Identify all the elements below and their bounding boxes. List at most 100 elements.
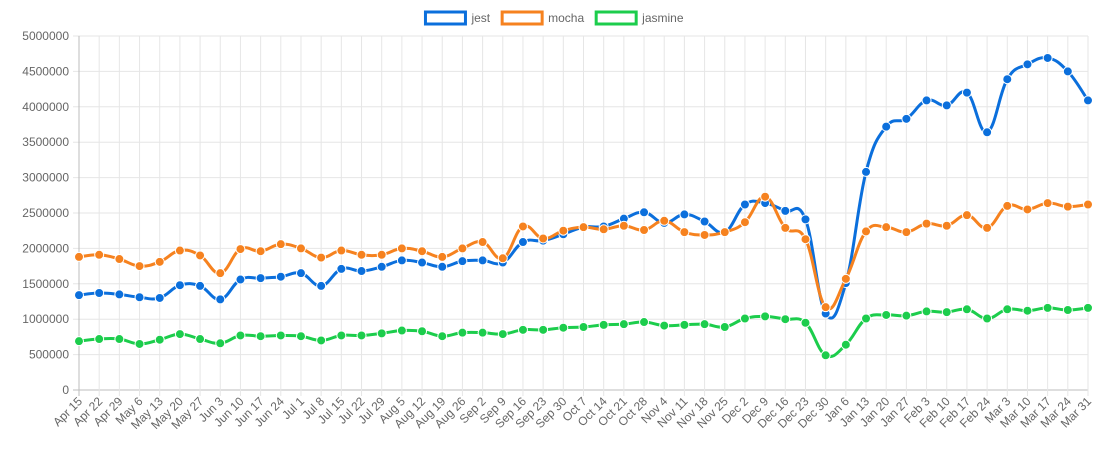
data-point-mocha[interactable] bbox=[901, 227, 912, 238]
data-point-mocha[interactable] bbox=[618, 220, 629, 231]
data-point-jasmine[interactable] bbox=[780, 314, 791, 325]
data-point-mocha[interactable] bbox=[154, 256, 165, 267]
data-point-jasmine[interactable] bbox=[881, 309, 892, 320]
data-point-jest[interactable] bbox=[800, 214, 811, 225]
data-point-mocha[interactable] bbox=[457, 243, 468, 254]
data-point-jasmine[interactable] bbox=[1083, 302, 1093, 313]
data-point-jest[interactable] bbox=[517, 237, 528, 248]
data-point-jasmine[interactable] bbox=[356, 330, 367, 341]
data-point-mocha[interactable] bbox=[356, 249, 367, 260]
data-point-jasmine[interactable] bbox=[154, 334, 165, 345]
data-point-mocha[interactable] bbox=[235, 244, 246, 255]
data-point-jest[interactable] bbox=[74, 290, 84, 301]
data-point-jasmine[interactable] bbox=[659, 320, 670, 331]
data-point-jest[interactable] bbox=[457, 256, 468, 267]
data-point-jasmine[interactable] bbox=[517, 324, 528, 335]
data-point-jasmine[interactable] bbox=[961, 304, 972, 315]
data-point-jest[interactable] bbox=[639, 207, 650, 218]
data-point-jest[interactable] bbox=[235, 274, 246, 285]
data-point-mocha[interactable] bbox=[558, 225, 569, 236]
data-point-mocha[interactable] bbox=[659, 215, 670, 226]
data-point-jest[interactable] bbox=[941, 100, 952, 111]
data-point-jest[interactable] bbox=[437, 261, 448, 272]
data-point-mocha[interactable] bbox=[295, 243, 306, 254]
data-point-jasmine[interactable] bbox=[235, 330, 246, 341]
data-point-jest[interactable] bbox=[215, 294, 226, 305]
data-point-mocha[interactable] bbox=[1002, 200, 1013, 211]
data-point-jest[interactable] bbox=[295, 268, 306, 279]
data-point-jasmine[interactable] bbox=[195, 334, 206, 345]
data-point-mocha[interactable] bbox=[437, 251, 448, 262]
data-point-jasmine[interactable] bbox=[255, 331, 266, 342]
data-point-jest[interactable] bbox=[861, 166, 872, 177]
data-point-jest[interactable] bbox=[376, 261, 387, 272]
legend-item-jest[interactable]: jest bbox=[423, 10, 491, 26]
data-point-mocha[interactable] bbox=[114, 254, 125, 265]
data-point-mocha[interactable] bbox=[679, 227, 690, 238]
data-point-mocha[interactable] bbox=[861, 226, 872, 237]
data-point-mocha[interactable] bbox=[820, 302, 831, 313]
data-point-mocha[interactable] bbox=[275, 239, 286, 250]
data-point-jasmine[interactable] bbox=[74, 336, 84, 347]
data-point-mocha[interactable] bbox=[598, 224, 609, 235]
data-point-mocha[interactable] bbox=[578, 222, 589, 233]
data-point-mocha[interactable] bbox=[396, 243, 407, 254]
data-point-jasmine[interactable] bbox=[982, 313, 993, 324]
data-point-jasmine[interactable] bbox=[477, 327, 488, 338]
data-point-mocha[interactable] bbox=[639, 224, 650, 235]
data-point-jest[interactable] bbox=[901, 113, 912, 124]
data-point-mocha[interactable] bbox=[961, 210, 972, 221]
data-point-jest[interactable] bbox=[699, 216, 710, 227]
data-point-jasmine[interactable] bbox=[861, 313, 872, 324]
data-point-mocha[interactable] bbox=[941, 220, 952, 231]
data-point-jasmine[interactable] bbox=[215, 338, 226, 349]
data-point-mocha[interactable] bbox=[760, 191, 771, 202]
data-point-jest[interactable] bbox=[275, 271, 286, 282]
data-point-jasmine[interactable] bbox=[396, 325, 407, 336]
legend-item-mocha[interactable]: mocha bbox=[500, 10, 584, 26]
data-point-mocha[interactable] bbox=[840, 273, 851, 284]
data-point-jasmine[interactable] bbox=[497, 329, 508, 340]
data-point-jasmine[interactable] bbox=[901, 310, 912, 321]
data-point-jasmine[interactable] bbox=[295, 331, 306, 342]
data-point-jasmine[interactable] bbox=[840, 339, 851, 350]
data-point-jasmine[interactable] bbox=[336, 330, 347, 341]
data-point-jest[interactable] bbox=[739, 199, 750, 210]
data-point-jest[interactable] bbox=[1083, 95, 1093, 106]
data-point-jasmine[interactable] bbox=[437, 331, 448, 342]
data-point-jasmine[interactable] bbox=[921, 306, 932, 317]
data-point-jasmine[interactable] bbox=[578, 321, 589, 332]
data-point-mocha[interactable] bbox=[1062, 201, 1073, 212]
data-point-jest[interactable] bbox=[1042, 52, 1053, 63]
data-point-mocha[interactable] bbox=[739, 217, 750, 228]
data-point-jasmine[interactable] bbox=[760, 311, 771, 322]
data-point-mocha[interactable] bbox=[215, 268, 226, 279]
data-point-jest[interactable] bbox=[1062, 66, 1073, 77]
data-point-mocha[interactable] bbox=[517, 221, 528, 232]
data-point-mocha[interactable] bbox=[1022, 204, 1033, 215]
data-point-jest[interactable] bbox=[1022, 59, 1033, 70]
data-point-mocha[interactable] bbox=[699, 229, 710, 240]
data-point-jasmine[interactable] bbox=[598, 319, 609, 330]
data-point-jest[interactable] bbox=[195, 280, 206, 291]
data-point-jasmine[interactable] bbox=[1022, 305, 1033, 316]
data-point-jasmine[interactable] bbox=[174, 329, 185, 340]
data-point-jasmine[interactable] bbox=[134, 338, 145, 349]
data-point-jasmine[interactable] bbox=[1062, 304, 1073, 315]
data-point-jest[interactable] bbox=[356, 266, 367, 277]
data-point-mocha[interactable] bbox=[134, 261, 145, 272]
data-point-mocha[interactable] bbox=[497, 253, 508, 264]
data-point-jest[interactable] bbox=[417, 257, 428, 268]
data-point-jasmine[interactable] bbox=[699, 319, 710, 330]
data-point-jasmine[interactable] bbox=[94, 334, 105, 345]
data-point-jest[interactable] bbox=[679, 209, 690, 220]
data-point-jest[interactable] bbox=[94, 288, 105, 299]
data-point-mocha[interactable] bbox=[477, 237, 488, 248]
data-point-jasmine[interactable] bbox=[275, 330, 286, 341]
data-point-jest[interactable] bbox=[921, 95, 932, 106]
data-point-jest[interactable] bbox=[961, 87, 972, 98]
data-point-mocha[interactable] bbox=[921, 218, 932, 229]
data-point-jasmine[interactable] bbox=[1002, 304, 1013, 315]
data-point-jest[interactable] bbox=[255, 273, 266, 284]
data-point-mocha[interactable] bbox=[94, 249, 105, 260]
